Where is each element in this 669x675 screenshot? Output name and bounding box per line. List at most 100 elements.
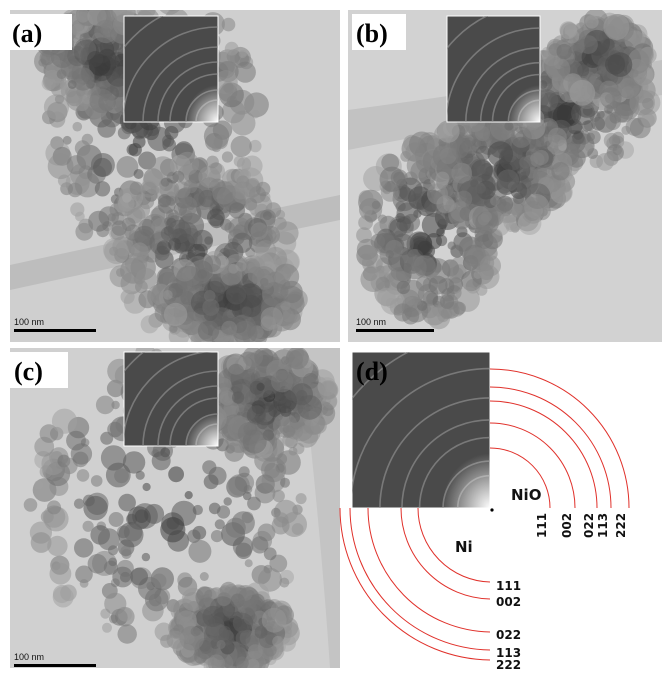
ring-arc [401, 508, 490, 599]
particle [579, 35, 598, 54]
particle [87, 51, 103, 67]
particle [247, 405, 266, 424]
particle [136, 471, 145, 480]
particle [83, 496, 107, 520]
particle [130, 568, 148, 586]
phase-label: Ni [455, 538, 473, 556]
particle [394, 303, 412, 321]
particle [577, 64, 589, 76]
particle [275, 221, 298, 244]
particle [488, 141, 514, 167]
particle [500, 213, 510, 223]
particle [530, 152, 545, 167]
particle [481, 211, 492, 222]
phase-label: NiO [511, 486, 541, 504]
particle [102, 623, 112, 633]
particle [231, 136, 252, 157]
particle [93, 158, 112, 177]
particle [68, 183, 83, 198]
particle [362, 253, 383, 274]
particle [118, 494, 136, 512]
particle [519, 156, 531, 168]
ring-index: 022 [496, 628, 521, 642]
particle [597, 111, 605, 119]
particle [608, 52, 633, 77]
particle [239, 50, 247, 58]
particle [548, 128, 567, 147]
particle [173, 171, 185, 183]
particle [291, 383, 313, 405]
particle [112, 567, 133, 588]
scale-bar [14, 329, 96, 332]
scale-bar-label: 100 nm [14, 317, 44, 327]
particle [188, 540, 211, 563]
particle [118, 624, 137, 643]
particle [371, 234, 386, 249]
particle [50, 563, 72, 585]
ring-index: 111 [496, 579, 521, 593]
particle [209, 214, 224, 229]
particle [246, 178, 260, 192]
particle [104, 0, 121, 2]
particle [47, 500, 61, 514]
particle [167, 517, 180, 530]
particle [224, 222, 235, 233]
particle [511, 127, 532, 148]
particle [377, 288, 396, 307]
particle [362, 206, 372, 216]
particle [104, 593, 126, 615]
particle [228, 264, 238, 274]
particle [83, 521, 94, 532]
particle [107, 0, 122, 9]
particle [47, 536, 67, 556]
particle [34, 480, 43, 489]
particle [108, 558, 117, 567]
particle [451, 163, 472, 184]
particle [280, 406, 291, 417]
particle [52, 409, 77, 434]
particle [194, 244, 207, 257]
particle [134, 169, 144, 179]
ring-index: 222 [496, 658, 521, 672]
particle [557, 44, 572, 59]
particle [211, 530, 223, 542]
particle [232, 233, 252, 253]
particle [585, 143, 593, 151]
particle [234, 156, 245, 167]
particle [184, 180, 198, 194]
particle [125, 224, 141, 240]
particle [630, 69, 639, 78]
particle [524, 194, 549, 219]
particle [114, 468, 129, 483]
ring-index: 113 [596, 513, 610, 538]
particle [238, 587, 259, 608]
particle [224, 497, 232, 505]
particle [397, 281, 410, 294]
ring-arc [490, 387, 611, 508]
particle [67, 155, 86, 174]
particle [228, 474, 249, 495]
particle [245, 559, 253, 567]
particle [268, 610, 276, 618]
particle [227, 96, 237, 106]
particle [257, 383, 265, 391]
particle [569, 80, 595, 106]
particle [238, 422, 260, 444]
particle [137, 0, 152, 1]
particle [75, 212, 85, 222]
particle [232, 391, 244, 403]
particle [165, 0, 179, 11]
particle [272, 636, 283, 647]
particle [251, 222, 268, 239]
particle [106, 0, 118, 11]
particle [585, 15, 599, 29]
particle [202, 460, 216, 474]
ring-index: 002 [560, 513, 574, 538]
particle [185, 491, 193, 499]
particle [161, 226, 176, 241]
particle [506, 222, 516, 232]
particle [251, 536, 268, 553]
scale-bar-label: 100 nm [356, 317, 386, 327]
particle [120, 546, 131, 557]
particle [413, 255, 435, 277]
